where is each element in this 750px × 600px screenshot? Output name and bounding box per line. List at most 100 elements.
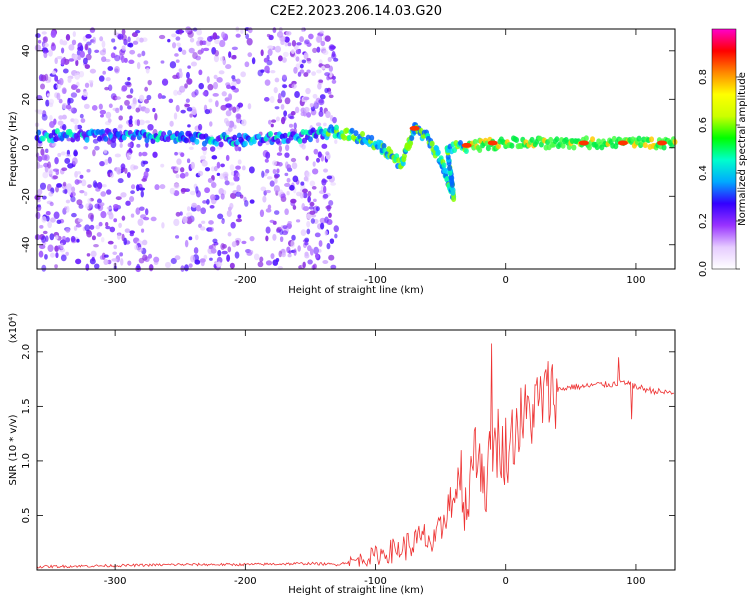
spectrogram-speckle <box>235 165 241 170</box>
spectrogram-speckle <box>92 180 98 188</box>
spectrogram-speckle <box>272 27 277 33</box>
spectrogram-speckle <box>180 187 186 195</box>
spectrogram-speckle <box>100 211 107 219</box>
spectrogram-speckle <box>272 233 277 241</box>
spectrogram-speckle <box>284 97 291 105</box>
spectrogram-speckle <box>274 175 279 179</box>
spectrogram-ridge-cell <box>463 147 469 154</box>
spectrogram-speckle <box>108 212 114 220</box>
spectrogram-speckle <box>58 115 64 120</box>
spectrogram-speckle <box>175 104 180 112</box>
spectrogram-speckle <box>103 149 108 154</box>
spectrogram-speckle <box>173 190 180 197</box>
spectrogram-speckle <box>138 151 142 157</box>
spectrogram-speckle <box>84 64 91 70</box>
spectrogram-speckle <box>260 69 265 73</box>
spectrogram-speckle <box>48 102 54 108</box>
spectrogram-speckle <box>92 36 97 44</box>
spectrogram-ridge-cell <box>232 134 238 141</box>
snr-panel: -300 -200 -100 0 100 0.5 1.0 1.5 2.0 Height of … <box>8 313 676 596</box>
spectrogram-speckle <box>34 44 42 52</box>
spectrogram-speckle <box>41 216 47 223</box>
spectrogram-speckle <box>226 210 232 218</box>
spectrogram-speckle <box>307 195 311 203</box>
spectrogram-y-ticks: -40 -20 0 20 40 <box>21 44 675 253</box>
spectrogram-speckle <box>185 98 190 103</box>
spectrogram-speckle <box>104 86 110 91</box>
spectrogram-speckle <box>139 206 145 211</box>
spectrogram-speckle <box>39 224 44 229</box>
spectrogram-speckle <box>328 65 334 72</box>
spectrogram-speckle <box>130 184 136 190</box>
spectrogram-speckle <box>110 52 116 59</box>
spectrogram-speckle <box>320 222 325 230</box>
spectrogram-speckle <box>195 190 201 198</box>
spectrogram-speckle <box>87 184 92 189</box>
spectrogram-ridge-cell <box>477 147 483 154</box>
spectrogram-speckle <box>141 151 148 157</box>
spectrogram-speckle <box>61 114 67 120</box>
spectrogram-speckle <box>58 77 64 86</box>
spectrogram-speckle <box>293 248 297 256</box>
spectrogram-speckle <box>84 82 90 88</box>
spectrogram-speckle <box>127 77 131 81</box>
spectrogram-ridge-cell <box>84 136 90 143</box>
spectrogram-speckle <box>71 212 77 218</box>
spectrogram-speckle <box>187 124 191 128</box>
spectrogram-speckle <box>234 251 240 259</box>
spectrogram-ridge-cell <box>282 132 288 139</box>
spectrogram-ridge-cell <box>349 127 355 134</box>
spectrogram-speckle <box>187 30 194 38</box>
spectrogram-speckle <box>264 65 270 73</box>
spectrogram-ridge-cell <box>560 142 566 149</box>
spectrogram-speckle <box>147 253 153 259</box>
spectrogram-speckle <box>199 258 206 263</box>
spectrogram-speckle <box>208 98 213 103</box>
spectrogram-speckle <box>154 113 158 121</box>
x-tick-label: 100 <box>626 275 645 286</box>
spectrogram-speckle <box>318 110 324 117</box>
colorbar: 0.0 0.2 0.4 0.6 0.8 Normalized spectral ampl… <box>698 28 748 277</box>
spectrogram-speckle <box>323 122 327 127</box>
spectrogram-speckle <box>135 29 141 34</box>
spectrogram-speckle <box>284 36 290 43</box>
spectrogram-speckle <box>71 186 76 193</box>
spectrogram-speckle <box>238 146 242 152</box>
spectrogram-speckle <box>309 180 316 187</box>
spectrogram-speckle <box>100 114 104 118</box>
spectrogram-speckle <box>53 211 60 220</box>
spectrogram-speckle <box>85 44 89 51</box>
spectrogram-speckle <box>299 36 304 43</box>
spectrogram-speckle <box>306 228 311 235</box>
spectrogram-ridge-cell <box>353 130 359 137</box>
spectrogram-speckle <box>43 36 48 43</box>
spectrogram-speckle <box>225 110 232 117</box>
spectrogram-speckle <box>270 70 276 74</box>
spectrogram-speckle <box>128 118 133 125</box>
spectrogram-speckle <box>137 218 144 226</box>
spectrogram-speckle <box>60 58 65 66</box>
spectrogram-speckle <box>88 202 93 209</box>
spectrogram-speckle <box>232 106 237 113</box>
spectrogram-speckle <box>310 218 315 224</box>
spectrogram-speckle <box>44 154 50 162</box>
spectrogram-hotspot <box>487 140 498 146</box>
spectrogram-speckle <box>269 95 275 104</box>
spectrogram-speckle <box>266 33 271 38</box>
spectrogram-ridge-cell <box>54 128 60 135</box>
spectrogram-speckle <box>116 167 122 175</box>
spectrogram-speckle <box>127 36 131 43</box>
spectrogram-speckle <box>278 145 283 153</box>
spectrogram-speckle <box>41 235 47 243</box>
spectrogram-speckle <box>105 77 111 82</box>
spectrogram-speckle <box>84 224 91 232</box>
spectrogram-speckle <box>111 38 116 43</box>
spectrogram-speckle <box>307 190 312 197</box>
spectrogram-speckle <box>328 200 334 206</box>
spectrogram-speckle <box>287 220 292 225</box>
spectrogram-speckle <box>300 229 307 236</box>
spectrogram-speckle <box>126 94 133 99</box>
spectrogram-speckle <box>209 205 215 209</box>
spectrogram-speckle <box>65 104 72 110</box>
spectrogram-speckle <box>179 172 186 179</box>
